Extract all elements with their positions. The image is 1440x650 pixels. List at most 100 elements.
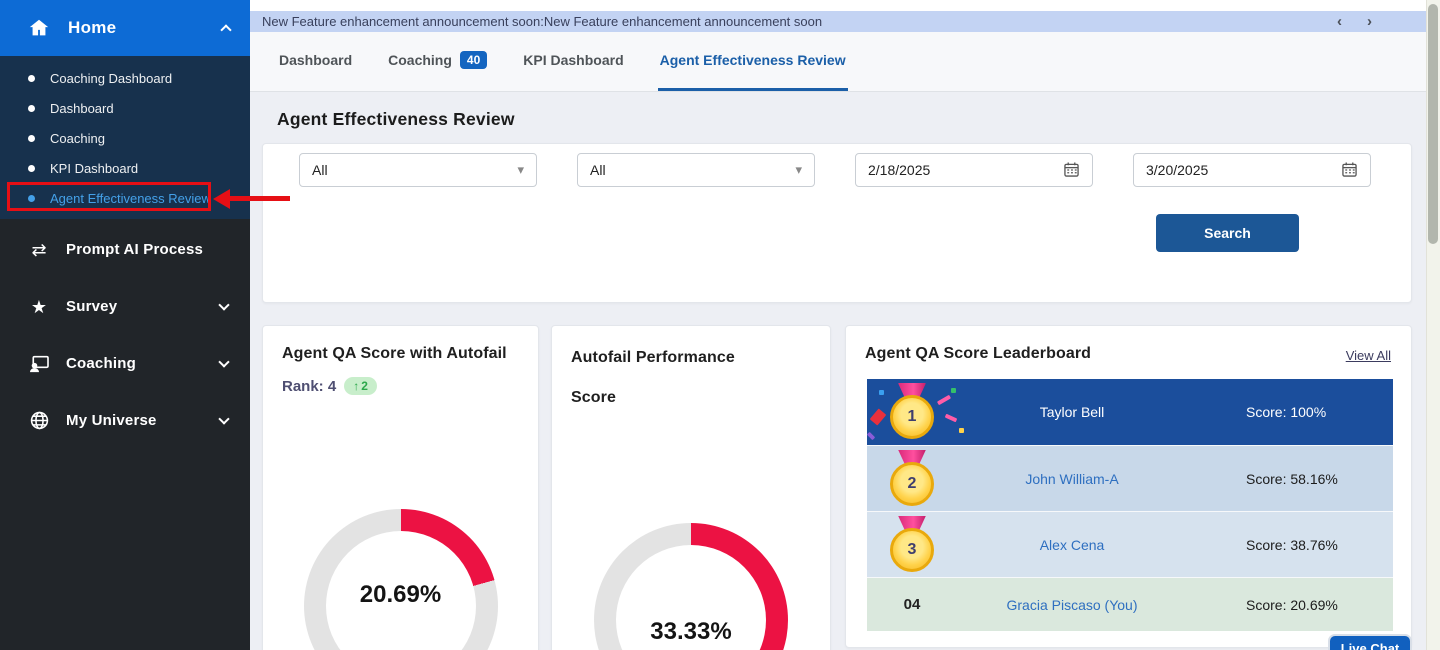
confetti-icon: [937, 395, 951, 405]
tab-kpi-dashboard[interactable]: KPI Dashboard: [521, 32, 625, 91]
agent-name-link[interactable]: Alex Cena: [957, 537, 1187, 553]
agent-score: Score: 38.76%: [1187, 537, 1393, 553]
caret-down-icon: ▾: [795, 162, 802, 178]
confetti-icon: [867, 432, 875, 440]
medal-number: 2: [890, 462, 934, 506]
card-title: Agent QA Score Leaderboard: [846, 326, 1346, 363]
sidebar-item-label: Coaching Dashboard: [50, 71, 172, 86]
view-all-link[interactable]: View All: [1346, 348, 1391, 363]
section-label: Prompt AI Process: [66, 241, 228, 258]
chevron-down-icon: [218, 299, 229, 310]
rank-text: 04: [867, 596, 957, 613]
agent-name: Taylor Bell: [957, 404, 1187, 420]
star-icon: ★: [28, 298, 50, 316]
main-area: New Feature enhancement announcement soo…: [250, 0, 1426, 650]
confetti-icon: [879, 390, 884, 395]
tab-agent-effectiveness-review[interactable]: Agent Effectiveness Review: [658, 32, 848, 91]
sidebar-item-my-universe[interactable]: My Universe: [0, 392, 250, 449]
sidebar-home-header[interactable]: Home: [0, 0, 250, 56]
card-title: Autofail Performance Score: [552, 326, 782, 418]
medal-number: 1: [890, 395, 934, 439]
sidebar: Home Coaching Dashboard Dashboard Coachi…: [0, 0, 250, 650]
autofail-card: Autofail Performance Score 33.33%: [551, 325, 831, 650]
tab-coaching[interactable]: Coaching 40: [386, 32, 489, 91]
annotation-arrow: [213, 188, 291, 210]
gauge-value: 20.69%: [304, 581, 498, 609]
page-title: Agent Effectiveness Review: [250, 92, 1426, 130]
globe-icon: [28, 411, 50, 430]
qa-score-card: Agent QA Score with Autofail Rank: 4 ↑ 2…: [262, 325, 539, 650]
search-button[interactable]: Search: [1156, 214, 1299, 252]
filter-controls: All ▾ All ▾ 2/18/2025 3/20/2025: [263, 144, 1411, 187]
date-value: 3/20/2025: [1146, 162, 1342, 178]
agent-score: Score: 20.69%: [1187, 597, 1393, 613]
scrollbar-thumb[interactable]: [1428, 4, 1438, 244]
date-value: 2/18/2025: [868, 162, 1064, 178]
calendar-icon: [1064, 162, 1080, 178]
section-label: Coaching: [66, 355, 220, 372]
page-content: Agent Effectiveness Review All ▾ All ▾ 2…: [250, 92, 1426, 650]
sidebar-item-label: Coaching: [50, 131, 105, 146]
agent-score: Score: 58.16%: [1187, 471, 1393, 487]
sidebar-item-coaching-dashboard[interactable]: Coaching Dashboard: [0, 63, 250, 93]
sidebar-item-prompt-ai-process[interactable]: ⇄ Prompt AI Process: [0, 221, 250, 278]
sidebar-item-dashboard[interactable]: Dashboard: [0, 93, 250, 123]
bullet-icon: [28, 75, 35, 82]
medal-number: 3: [890, 528, 934, 572]
arrow-line: [228, 196, 290, 201]
leaderboard-table: 1 Taylor Bell Score: 100% 2 John William…: [867, 379, 1393, 631]
agent-score: Score: 100%: [1187, 404, 1393, 420]
swap-arrows-icon: ⇄: [28, 241, 50, 259]
bullet-icon: [28, 135, 35, 142]
dropdown-value: All: [590, 162, 795, 178]
chevron-down-icon: [218, 356, 229, 367]
confetti-icon: [959, 428, 964, 433]
table-row: 3 Alex Cena Score: 38.76%: [867, 511, 1393, 577]
cards-row: Agent QA Score with Autofail Rank: 4 ↑ 2…: [262, 325, 1426, 650]
sidebar-item-coaching-section[interactable]: Coaching: [0, 335, 250, 392]
up-arrow-icon: ↑: [353, 379, 359, 393]
gold-medal-rank-2-icon: 2: [889, 449, 935, 509]
rank-delta: 2: [361, 379, 368, 393]
gauge-value: 33.33%: [594, 618, 788, 646]
section-label: My Universe: [66, 412, 220, 429]
filter-dropdown-2[interactable]: All ▾: [577, 153, 815, 187]
filter-dropdown-1[interactable]: All ▾: [299, 153, 537, 187]
agent-name-link[interactable]: John William-A: [957, 471, 1187, 487]
tab-dashboard[interactable]: Dashboard: [277, 32, 354, 91]
presenter-icon: [28, 355, 50, 373]
date-to-field[interactable]: 3/20/2025: [1133, 153, 1371, 187]
annotation-highlight-box: [7, 182, 211, 211]
filter-panel: All ▾ All ▾ 2/18/2025 3/20/2025: [262, 143, 1412, 303]
sidebar-sections: ⇄ Prompt AI Process ★ Survey Coaching My…: [0, 219, 250, 449]
confetti-icon: [870, 408, 887, 425]
announcement-prev-button[interactable]: ‹: [1337, 11, 1342, 32]
leaderboard-header: Agent QA Score Leaderboard View All: [846, 326, 1411, 363]
app-root: { "colors": { "accent_blue": "#0d6bd5", …: [0, 0, 1440, 650]
autofail-gauge: 33.33%: [594, 523, 788, 650]
announcement-next-button[interactable]: ›: [1367, 11, 1372, 32]
date-from-field[interactable]: 2/18/2025: [855, 153, 1093, 187]
table-row: 1 Taylor Bell Score: 100%: [867, 379, 1393, 445]
chevron-down-icon: [218, 413, 229, 424]
agent-name-link[interactable]: Gracia Piscaso (You): [957, 597, 1187, 613]
tab-label: Coaching: [388, 52, 452, 68]
dropdown-value: All: [312, 162, 517, 178]
rank-row: Rank: 4 ↑ 2: [263, 363, 538, 395]
chevron-up-icon: [220, 24, 231, 35]
tab-label: KPI Dashboard: [523, 52, 623, 68]
home-icon: [28, 17, 50, 39]
sidebar-item-survey[interactable]: ★ Survey: [0, 278, 250, 335]
table-row: 2 John William-A Score: 58.16%: [867, 445, 1393, 511]
sidebar-item-kpi-dashboard[interactable]: KPI Dashboard: [0, 153, 250, 183]
gold-medal-rank-3-icon: 3: [889, 515, 935, 575]
confetti-icon: [951, 388, 956, 393]
announcement-bar: New Feature enhancement announcement soo…: [250, 11, 1426, 32]
table-row: 04 Gracia Piscaso (You) Score: 20.69%: [867, 577, 1393, 631]
announcement-text: New Feature enhancement announcement soo…: [262, 14, 822, 29]
tab-label: Agent Effectiveness Review: [660, 52, 846, 68]
sidebar-item-coaching[interactable]: Coaching: [0, 123, 250, 153]
qa-score-gauge: 20.69%: [304, 509, 498, 650]
live-chat-button[interactable]: Live Chat: [1328, 634, 1412, 650]
caret-down-icon: ▾: [517, 162, 524, 178]
